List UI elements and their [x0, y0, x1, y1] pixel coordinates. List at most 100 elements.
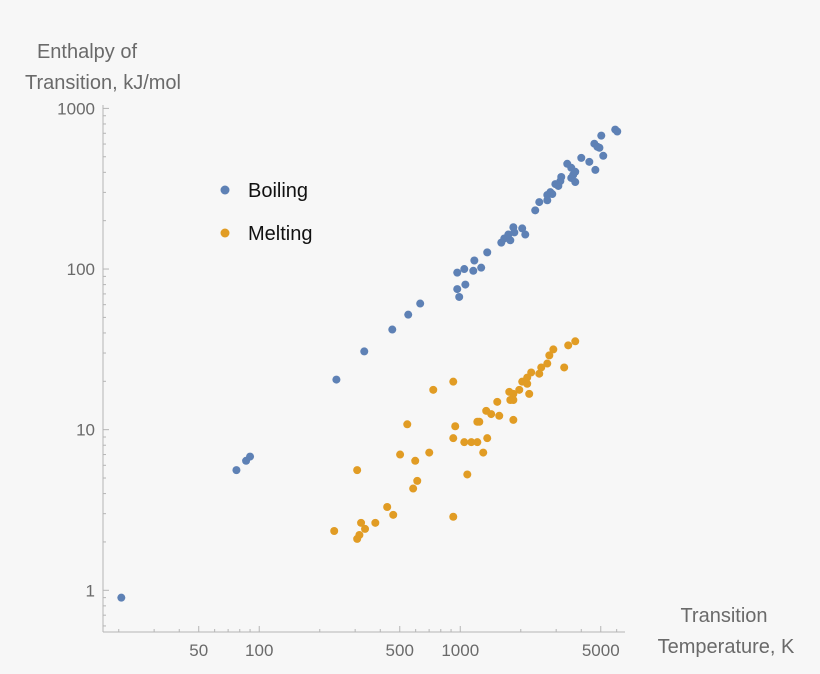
- data-point-boiling: [453, 285, 462, 294]
- data-point-melting: [449, 512, 458, 521]
- data-point-melting: [506, 395, 515, 404]
- data-point-boiling: [416, 299, 425, 308]
- data-point-melting: [353, 466, 362, 475]
- data-point-boiling: [531, 206, 540, 215]
- data-point-boiling: [117, 593, 126, 602]
- data-point-boiling: [453, 268, 462, 277]
- data-point-melting: [545, 351, 554, 360]
- y-tick-label: 1000: [57, 99, 95, 118]
- data-point-boiling: [535, 198, 544, 207]
- data-point-melting: [449, 377, 458, 386]
- data-point-melting: [403, 420, 412, 429]
- data-point-boiling: [504, 230, 513, 239]
- data-point-melting: [549, 345, 558, 354]
- data-point-melting: [409, 484, 418, 493]
- x-tick-label: 100: [245, 641, 273, 660]
- data-point-boiling: [470, 256, 479, 265]
- legend-label-boiling: Boiling: [248, 180, 308, 202]
- data-point-boiling: [461, 280, 470, 289]
- data-point-boiling: [557, 173, 566, 182]
- data-point-boiling: [246, 452, 255, 461]
- data-point-melting: [509, 389, 518, 398]
- data-point-melting: [425, 448, 434, 457]
- data-point-boiling: [232, 466, 241, 475]
- legend-label-melting: Melting: [248, 223, 312, 245]
- data-point-melting: [509, 415, 518, 424]
- y-tick-label: 10: [76, 421, 95, 440]
- y-axis-label-line2: Transition, kJ/mol: [25, 72, 181, 94]
- data-point-melting: [371, 518, 380, 527]
- data-point-melting: [473, 438, 482, 447]
- data-point-boiling: [332, 375, 341, 384]
- data-point-melting: [487, 410, 496, 419]
- data-point-melting: [537, 363, 546, 372]
- data-point-boiling: [563, 159, 572, 168]
- data-point-boiling: [460, 265, 469, 274]
- x-axis-label-line1: Transition: [680, 605, 767, 627]
- data-point-boiling: [613, 127, 622, 136]
- y-tick-label: 100: [67, 260, 95, 279]
- data-point-melting: [413, 476, 422, 485]
- data-point-melting: [475, 417, 484, 426]
- data-point-boiling: [510, 228, 519, 237]
- data-point-melting: [451, 422, 460, 431]
- data-point-boiling: [404, 310, 413, 319]
- x-tick-label: 1000: [441, 641, 479, 660]
- data-point-melting: [571, 337, 580, 346]
- data-point-boiling: [599, 151, 608, 160]
- data-point-melting: [361, 524, 370, 533]
- data-point-boiling: [577, 153, 586, 162]
- data-point-melting: [483, 434, 492, 443]
- data-point-boiling: [591, 165, 600, 174]
- data-points: [117, 125, 622, 602]
- x-tick-label: 500: [386, 641, 414, 660]
- axes: [102, 105, 625, 633]
- legend: Boiling Melting: [220, 180, 312, 245]
- data-point-melting: [479, 448, 488, 457]
- ticks: 50 100 500 1000 5000 1 10 100 1000: [57, 99, 620, 660]
- data-point-melting: [353, 534, 362, 543]
- data-point-melting: [535, 369, 544, 378]
- data-point-boiling: [477, 263, 486, 272]
- legend-marker-melting: [220, 228, 230, 238]
- data-point-boiling: [388, 325, 397, 334]
- data-point-melting: [543, 359, 552, 368]
- y-tick-label: 1: [86, 581, 95, 600]
- data-point-melting: [396, 450, 405, 459]
- data-point-melting: [560, 363, 569, 372]
- x-tick-label: 50: [189, 641, 208, 660]
- data-point-melting: [429, 385, 438, 394]
- x-tick-label: 5000: [582, 641, 620, 660]
- data-point-melting: [330, 526, 339, 535]
- data-point-boiling: [469, 266, 478, 275]
- data-point-boiling: [483, 248, 492, 257]
- data-point-boiling: [521, 230, 530, 239]
- data-point-melting: [357, 518, 366, 527]
- data-point-boiling: [518, 224, 527, 233]
- legend-marker-boiling: [220, 185, 230, 195]
- data-point-melting: [449, 434, 458, 443]
- data-point-melting: [389, 510, 398, 519]
- data-point-melting: [411, 456, 420, 465]
- data-point-melting: [525, 389, 534, 398]
- series-melting: [330, 337, 580, 543]
- data-point-melting: [463, 470, 472, 479]
- data-point-melting: [564, 341, 573, 350]
- y-axis-label-line1: Enthalpy of: [37, 41, 138, 63]
- data-point-melting: [493, 397, 502, 406]
- data-point-boiling: [455, 292, 464, 301]
- data-point-boiling: [571, 178, 580, 187]
- data-point-melting: [467, 438, 476, 447]
- data-point-melting: [460, 438, 469, 447]
- data-point-melting: [515, 385, 524, 394]
- data-point-boiling: [585, 157, 594, 166]
- series-boiling: [117, 125, 622, 602]
- data-point-boiling: [597, 131, 606, 140]
- data-point-melting: [495, 411, 504, 420]
- x-axis-label-line2: Temperature, K: [658, 636, 795, 658]
- data-point-melting: [383, 503, 392, 512]
- data-point-boiling: [595, 143, 604, 152]
- data-point-melting: [523, 379, 532, 388]
- data-point-boiling: [360, 347, 369, 356]
